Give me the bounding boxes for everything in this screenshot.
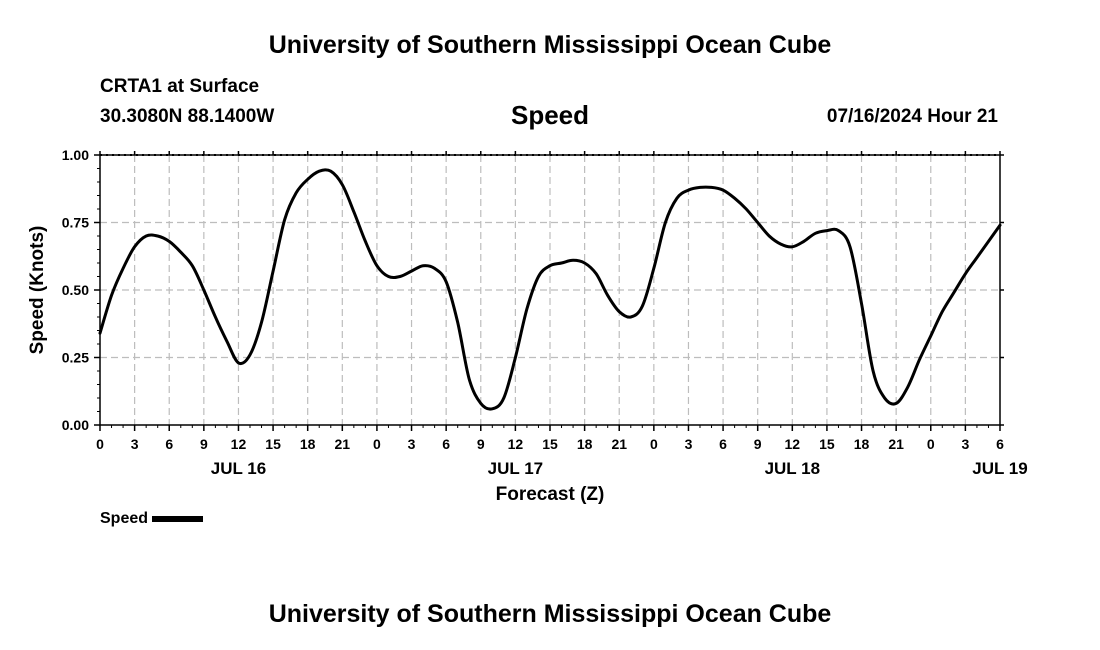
station-coordinates: 30.3080N 88.1400W — [100, 106, 275, 127]
x-tick-label: 0 — [650, 436, 658, 452]
y-tick-label: 1.00 — [62, 147, 89, 163]
x-tick-label: 9 — [477, 436, 485, 452]
x-tick-label: 15 — [819, 436, 835, 452]
x-tick-label: 3 — [685, 436, 693, 452]
x-tick-label: 9 — [200, 436, 208, 452]
legend-label: Speed — [100, 510, 149, 527]
x-tick-label: 21 — [611, 436, 627, 452]
variable-title: Speed — [510, 100, 590, 130]
x-tick-label: 12 — [785, 436, 801, 452]
station-name: CRTA1 at Surface — [100, 76, 260, 97]
chart-legend: Speed — [100, 510, 204, 528]
x-tick-label: 0 — [373, 436, 381, 452]
y-tick-label: 0.50 — [62, 282, 89, 298]
grid-lines — [100, 155, 1000, 425]
x-tick-label: 3 — [408, 436, 416, 452]
axis-ticks — [94, 151, 1004, 431]
page-title: University of Southern Mississippi Ocean… — [268, 31, 832, 59]
x-tick-label: 9 — [754, 436, 762, 452]
y-tick-label: 0.75 — [62, 215, 89, 231]
x-tick-label: 15 — [542, 436, 558, 452]
x-tick-label: 21 — [888, 436, 904, 452]
x-tick-label: 6 — [442, 436, 450, 452]
date-label: JUL 16 — [211, 459, 266, 478]
speed-series-line — [98, 168, 1002, 411]
y-tick-label: 0.00 — [62, 417, 89, 433]
x-tick-label: 18 — [854, 436, 870, 452]
y-tick-label: 0.25 — [62, 350, 89, 366]
legend-line-swatch — [152, 516, 204, 522]
x-tick-label: 3 — [961, 436, 969, 452]
x-tick-label: 6 — [165, 436, 173, 452]
x-tick-label: 15 — [265, 436, 281, 452]
x-axis-title: Forecast (Z) — [496, 484, 605, 505]
date-label: JUL 17 — [488, 459, 543, 478]
x-tick-label: 21 — [335, 436, 351, 452]
x-tick-label: 0 — [927, 436, 935, 452]
x-tick-label: 18 — [300, 436, 316, 452]
footer-title: University of Southern Mississippi Ocean… — [268, 600, 832, 628]
forecast-datetime: 07/16/2024 Hour 21 — [826, 106, 998, 127]
x-tick-label: 12 — [508, 436, 524, 452]
x-tick-label: 18 — [577, 436, 593, 452]
x-tick-label: 12 — [231, 436, 247, 452]
x-tick-label: 6 — [719, 436, 727, 452]
x-tick-label: 3 — [131, 436, 139, 452]
axis-labels: 0 3 6 9 12 15 18 21 0 3 6 9 12 15 18 21 0 3 6 9 12 15 18 21 0 3 6 0… — [62, 147, 1028, 478]
y-axis-title: Speed (Knots) — [27, 226, 48, 355]
date-label: JUL 19 — [972, 459, 1027, 478]
x-tick-label: 0 — [96, 436, 104, 452]
date-label: JUL 18 — [765, 459, 820, 478]
x-tick-label: 6 — [996, 436, 1004, 452]
